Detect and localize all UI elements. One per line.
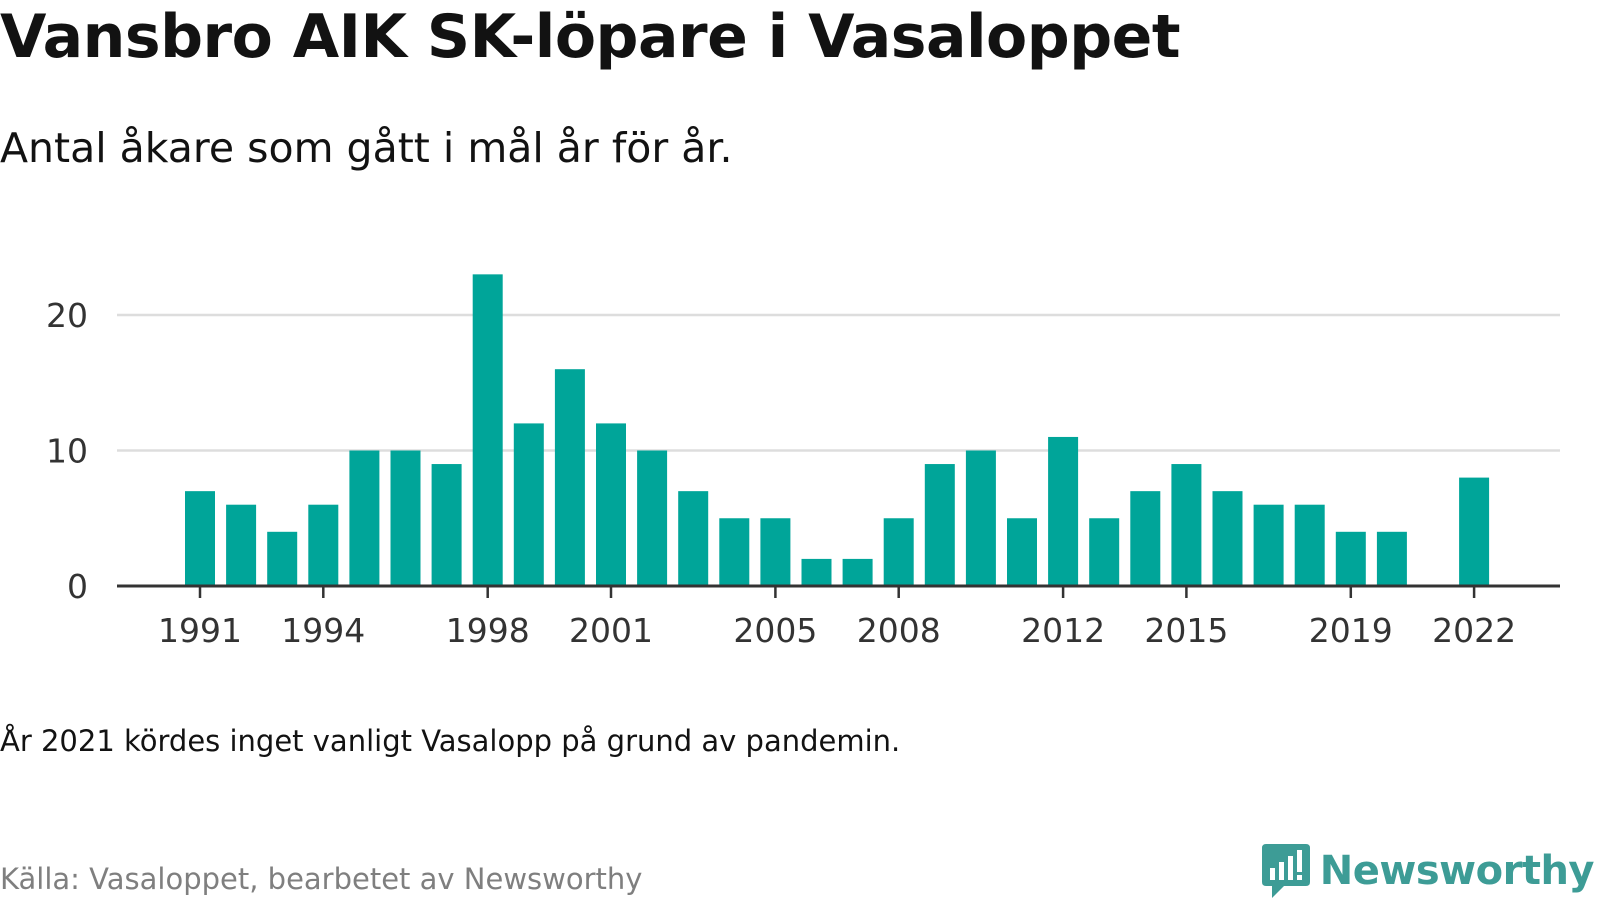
- bar-2016: [1212, 491, 1243, 586]
- x-tick-label: 1991: [158, 611, 242, 650]
- bar-1996: [390, 450, 421, 586]
- bar-2002: [637, 450, 668, 586]
- bar-2011: [1007, 518, 1037, 586]
- x-tick-label: 1994: [281, 611, 365, 650]
- bar-2015: [1171, 464, 1202, 586]
- bar-2010: [965, 450, 996, 586]
- bar-1997: [431, 464, 462, 586]
- bar-1994: [308, 504, 339, 586]
- bar-2009: [924, 464, 955, 586]
- chart-subtitle: Antal åkare som gått i mål år för år.: [0, 124, 733, 172]
- source-credit: Källa: Vasaloppet, bearbetet av Newswort…: [0, 862, 643, 896]
- y-tick-label: 20: [46, 296, 88, 335]
- x-tick-label: 2015: [1144, 611, 1228, 650]
- bar-1999: [513, 423, 544, 586]
- bar-1991: [185, 491, 215, 586]
- x-tick-label: 2005: [733, 611, 817, 650]
- bar-2005: [760, 518, 791, 586]
- bar-2000: [554, 369, 585, 586]
- chart-title: Vansbro AIK SK-löpare i Vasaloppet: [0, 2, 1181, 72]
- bar-2006: [801, 558, 832, 586]
- brand-name: Newsworthy: [1319, 848, 1595, 894]
- bar-2001: [596, 423, 626, 586]
- bar-2004: [719, 518, 750, 586]
- bar-2013: [1089, 518, 1120, 586]
- bar-2017: [1253, 504, 1284, 586]
- bar-2007: [842, 558, 873, 586]
- bar-2003: [678, 491, 709, 586]
- x-tick-label: 2001: [569, 611, 653, 650]
- x-tick-label: 2012: [1021, 611, 1105, 650]
- x-tick-label: 1998: [446, 611, 530, 650]
- bar-2014: [1130, 491, 1161, 586]
- bar-2020: [1376, 531, 1407, 586]
- bar-1992: [226, 504, 257, 586]
- bar-2018: [1294, 504, 1325, 586]
- bar-1998: [472, 274, 503, 586]
- bar-1993: [267, 531, 298, 586]
- bar-chart: 0 10 20 1991 1994 1998 2001 2005 2008 2012 2015 201…: [46, 274, 1560, 650]
- y-tick-label: 0: [67, 567, 88, 606]
- chart-note: År 2021 kördes inget vanligt Vasalopp på…: [0, 724, 901, 758]
- bar-2019: [1335, 531, 1366, 586]
- newsworthy-logo-icon: [1261, 844, 1310, 898]
- x-tick-label: 2008: [857, 611, 941, 650]
- brand-logo: Newsworthy: [1260, 842, 1595, 900]
- x-tick-label: 2019: [1309, 611, 1393, 650]
- bar-2008: [883, 518, 914, 586]
- bar-2012: [1048, 436, 1079, 586]
- bar-2022: [1459, 477, 1490, 586]
- x-tick-label: 2022: [1432, 611, 1516, 650]
- y-tick-label: 10: [46, 432, 88, 471]
- bar-1995: [349, 450, 380, 586]
